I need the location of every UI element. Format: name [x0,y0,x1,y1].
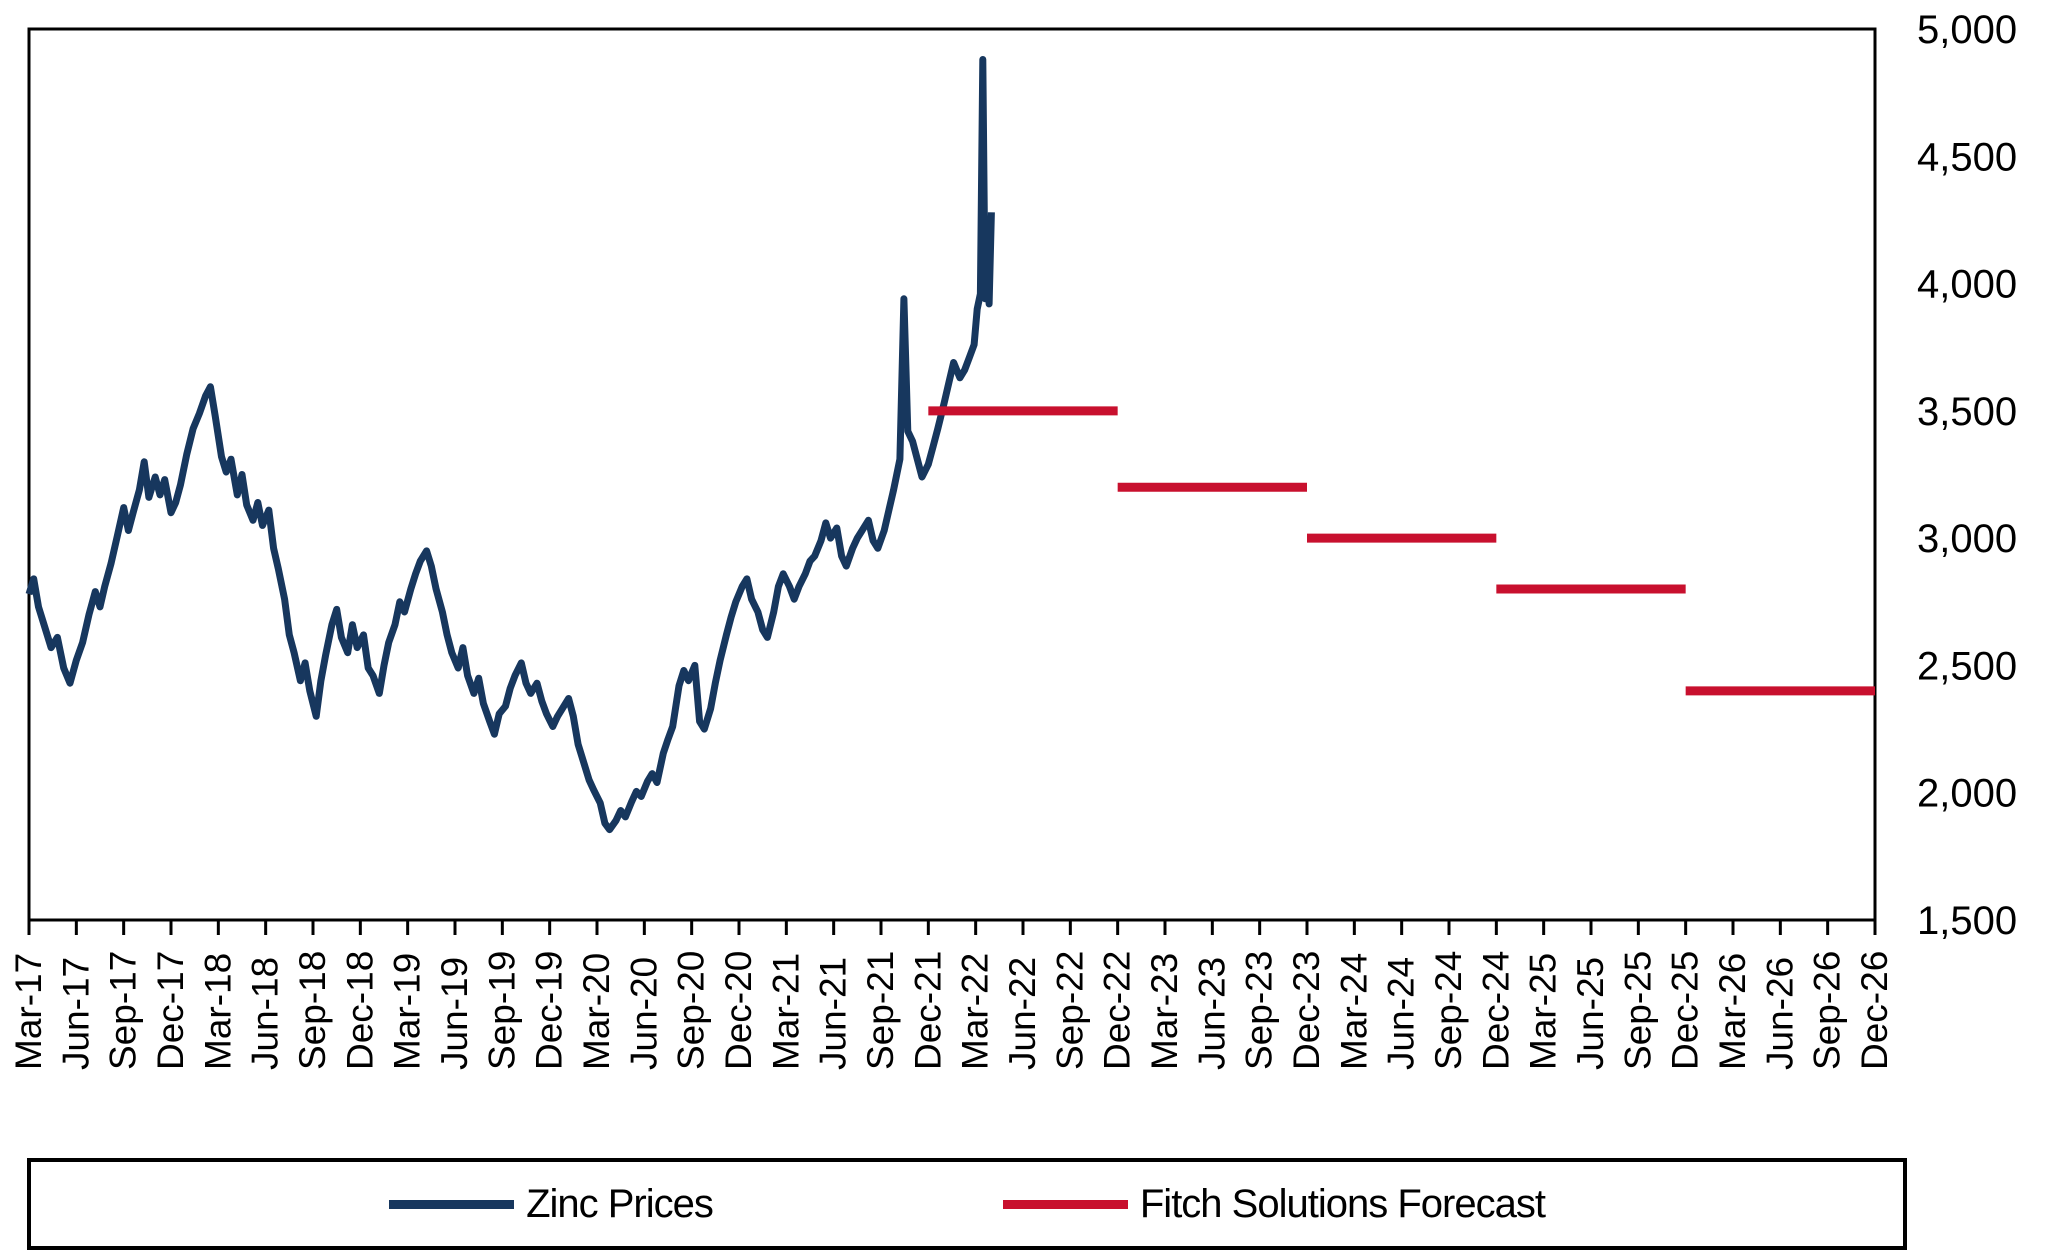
x-axis-tick-label: Dec-22 [1097,951,1138,1070]
x-axis-tick-label: Dec-19 [529,951,570,1070]
x-axis-tick-label: Sep-20 [671,951,712,1070]
x-axis-tick-label: Mar-18 [197,953,238,1070]
x-axis-tick-label: Mar-25 [1523,953,1564,1070]
x-axis-tick-label: Dec-26 [1854,951,1895,1070]
x-axis-tick-label: Mar-23 [1144,953,1185,1070]
y-axis-tick-label: 5,000 [1917,8,2017,52]
x-axis-tick-label: Jun-18 [245,957,286,1070]
x-axis-tick-label: Mar-24 [1333,953,1374,1070]
x-axis-tick-label: Jun-22 [1002,957,1043,1070]
x-axis-tick-label: Dec-25 [1665,951,1706,1070]
x-axis-tick-label: Jun-17 [55,957,96,1070]
legend-item-zinc-prices: Zinc Prices [389,1181,714,1227]
y-axis-tick-label: 4,000 [1917,263,2017,307]
x-axis-tick-label: Dec-21 [907,951,948,1070]
x-axis-tick-label: Dec-23 [1286,951,1327,1070]
x-axis-tick-label: Mar-21 [765,953,806,1070]
x-axis-tick-label: Dec-18 [339,951,380,1070]
zinc-price-line [25,56,995,834]
x-axis-tick-label: Dec-24 [1475,951,1516,1070]
y-axis-tick-label: 2,000 [1917,772,2017,816]
x-axis-tick-label: Jun-20 [623,957,664,1070]
x-axis-tick-label: Mar-26 [1712,953,1753,1070]
x-axis-tick-label: Mar-17 [8,953,49,1070]
x-axis-tick-label: Sep-18 [292,951,333,1070]
y-axis-tick-label: 3,500 [1917,390,2017,434]
x-axis-tick-label: Jun-23 [1191,957,1232,1070]
x-axis-tick-label: Sep-21 [860,951,901,1070]
x-axis-tick-label: Dec-17 [150,951,191,1070]
x-axis-tick-label: Jun-24 [1381,957,1422,1070]
y-axis-tick-label: 4,500 [1917,135,2017,179]
x-axis-tick-label: Jun-25 [1570,957,1611,1070]
x-axis-tick-label: Mar-22 [955,953,996,1070]
legend: Zinc Prices Fitch Solutions Forecast [27,1158,1907,1250]
x-axis-tick-label: Sep-22 [1049,951,1090,1070]
fitch-forecast-legend-label: Fitch Solutions Forecast [1139,1181,1546,1226]
zinc-prices-legend-label: Zinc Prices [526,1181,714,1226]
x-axis-tick-label: Dec-20 [718,951,759,1070]
x-axis-tick-label: Sep-24 [1428,951,1469,1070]
x-axis-tick-label: Sep-23 [1239,951,1280,1070]
x-axis-tick-label: Sep-26 [1807,951,1848,1070]
fitch-forecast-line-swatch [1002,1199,1128,1209]
y-axis-tick-label: 3,000 [1917,517,2017,561]
x-axis-tick-label: Sep-25 [1617,951,1658,1070]
x-axis-tick-label: Mar-19 [387,953,428,1070]
x-axis-tick-label: Sep-17 [103,951,144,1070]
x-axis-tick-label: Mar-20 [576,953,617,1070]
legend-item-fitch-forecast: Fitch Solutions Forecast [1002,1181,1546,1227]
y-axis-tick-label: 1,500 [1917,899,2017,943]
plot-frame [27,27,1877,922]
y-axis-tick-label: 2,500 [1917,644,2017,688]
x-axis-tick-label: Jun-19 [434,957,475,1070]
zinc-prices-line-swatch [389,1199,515,1209]
x-axis-tick-label: Jun-21 [813,957,854,1070]
x-axis-tick-label: Jun-26 [1759,957,1800,1070]
x-axis-tick-label: Sep-19 [481,951,522,1070]
